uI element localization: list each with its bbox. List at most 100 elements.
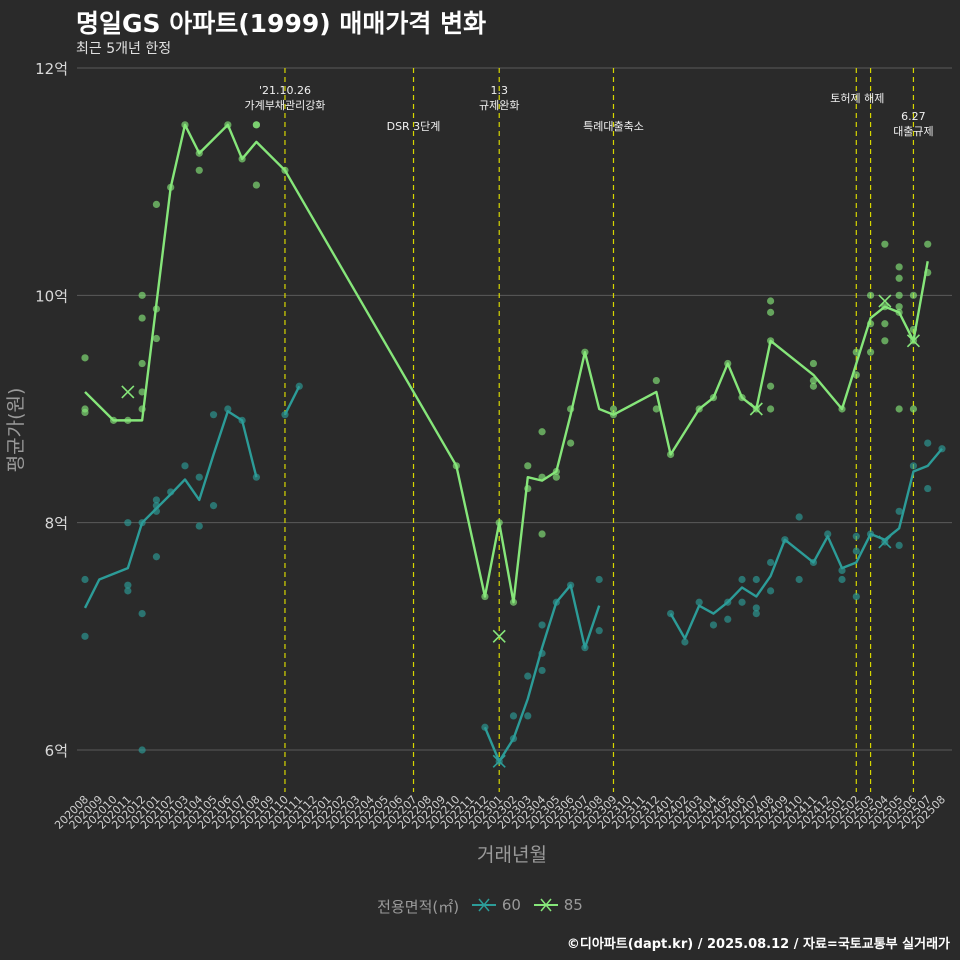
data-point-60 bbox=[209, 411, 218, 419]
data-point-60 bbox=[181, 462, 189, 470]
data-point-60 bbox=[81, 632, 89, 640]
legend-title: 전용면적(㎡) bbox=[377, 898, 460, 916]
series-line-60 bbox=[669, 448, 943, 640]
event-label: 토허제 해제 bbox=[830, 91, 884, 105]
data-point-60 bbox=[767, 558, 775, 567]
y-tick-label: 12억 bbox=[35, 60, 68, 78]
legend-key-85 bbox=[533, 898, 558, 912]
data-point-85 bbox=[866, 291, 875, 299]
cancelled-marker-60 bbox=[492, 754, 506, 768]
data-point-85 bbox=[138, 314, 146, 322]
source-footer: ©디아파트(dapt.kr) / 2025.08.12 / 자료=국토교통부 실… bbox=[566, 937, 950, 952]
data-point-60 bbox=[224, 405, 232, 413]
event-label: 6.27 대출규제 bbox=[893, 110, 933, 138]
event-label: DSR 3단계 bbox=[387, 120, 441, 133]
data-point-85 bbox=[895, 274, 903, 282]
data-point-60 bbox=[752, 575, 760, 584]
data-point-85 bbox=[809, 382, 818, 390]
data-point-60 bbox=[795, 575, 803, 584]
data-point-85 bbox=[652, 405, 660, 413]
data-point-60 bbox=[124, 581, 132, 589]
legend-item-85: 85 bbox=[533, 896, 583, 914]
data-point-60 bbox=[852, 547, 860, 555]
cancelled-stroke bbox=[492, 754, 506, 768]
data-point-60 bbox=[852, 532, 860, 540]
data-point-60 bbox=[795, 513, 803, 521]
data-point-60 bbox=[124, 519, 132, 527]
data-point-60 bbox=[895, 507, 903, 515]
data-point-60 bbox=[924, 439, 932, 447]
data-point-60 bbox=[152, 553, 161, 561]
data-point-85 bbox=[881, 337, 889, 345]
data-point-60 bbox=[724, 615, 732, 623]
cancelled-stroke bbox=[492, 629, 506, 643]
data-point-60 bbox=[538, 621, 546, 629]
data-point-60 bbox=[767, 587, 775, 595]
cancelled-marker-60 bbox=[878, 535, 892, 549]
data-point-85 bbox=[895, 263, 903, 271]
cancelled-marker-85 bbox=[121, 385, 135, 399]
data-point-60 bbox=[124, 587, 132, 595]
legend-label-85: 85 bbox=[563, 896, 583, 914]
x-axis-title: 거래년월 bbox=[477, 844, 547, 866]
data-point-85 bbox=[895, 405, 903, 413]
data-point-60 bbox=[852, 592, 860, 601]
legend: 전용면적(㎡) 60 85 bbox=[0, 896, 960, 917]
data-point-85 bbox=[924, 240, 932, 248]
data-point-60 bbox=[595, 627, 603, 635]
event-label: 1.3 규제완화 bbox=[479, 84, 519, 112]
data-point-85 bbox=[767, 297, 775, 305]
legend-key-60 bbox=[471, 898, 496, 912]
y-tick-label: 6억 bbox=[45, 742, 68, 760]
series-line-85 bbox=[84, 123, 929, 604]
data-point-85 bbox=[524, 462, 532, 470]
cancelled-marker-85 bbox=[878, 294, 892, 308]
data-point-85 bbox=[152, 200, 161, 208]
data-point-60 bbox=[924, 484, 932, 493]
data-point-85 bbox=[652, 376, 660, 385]
data-point-85 bbox=[909, 405, 918, 413]
data-point-85 bbox=[152, 334, 161, 343]
data-point-85 bbox=[767, 308, 775, 316]
y-tick-label: 8억 bbox=[45, 515, 68, 533]
cancelled-marker-85 bbox=[492, 629, 506, 643]
data-point-85 bbox=[138, 359, 146, 368]
data-point-60 bbox=[524, 712, 532, 720]
cancelled-stroke bbox=[121, 385, 135, 399]
data-point-60 bbox=[81, 575, 89, 584]
series-line-60 bbox=[83, 410, 258, 609]
data-point-85 bbox=[909, 291, 918, 299]
data-point-85 bbox=[252, 121, 260, 129]
y-axis-title: 평균가(원) bbox=[5, 388, 27, 473]
data-point-60 bbox=[838, 575, 846, 584]
event-label: 특례대출축소 bbox=[583, 120, 644, 133]
data-point-60 bbox=[138, 610, 146, 618]
data-point-60 bbox=[738, 598, 746, 606]
data-point-60 bbox=[695, 598, 703, 606]
data-point-60 bbox=[152, 496, 161, 504]
series-line-60 bbox=[483, 583, 601, 763]
data-point-85 bbox=[252, 181, 260, 189]
cancelled-stroke bbox=[749, 402, 763, 416]
cancelled-stroke bbox=[906, 334, 920, 348]
data-point-85 bbox=[81, 354, 89, 362]
data-point-85 bbox=[866, 348, 875, 356]
cancelled-marker-85 bbox=[749, 402, 763, 416]
data-point-60 bbox=[738, 575, 746, 584]
data-point-60 bbox=[681, 638, 689, 646]
series-line-60 bbox=[283, 385, 301, 416]
data-point-60 bbox=[209, 502, 218, 510]
data-point-60 bbox=[524, 672, 532, 680]
chart-title: 명일GS 아파트(1999) 매매가격 변화 bbox=[76, 9, 487, 38]
data-point-85 bbox=[138, 388, 146, 396]
data-point-60 bbox=[195, 473, 203, 481]
data-point-60 bbox=[709, 621, 718, 629]
legend-label-60: 60 bbox=[501, 896, 521, 914]
y-tick-label: 10억 bbox=[35, 287, 68, 305]
data-point-60 bbox=[538, 666, 546, 675]
data-point-60 bbox=[824, 530, 832, 538]
data-point-85 bbox=[538, 530, 546, 538]
data-point-60 bbox=[595, 575, 603, 584]
cancelled-marker-85 bbox=[906, 334, 920, 348]
data-point-85 bbox=[195, 166, 203, 174]
